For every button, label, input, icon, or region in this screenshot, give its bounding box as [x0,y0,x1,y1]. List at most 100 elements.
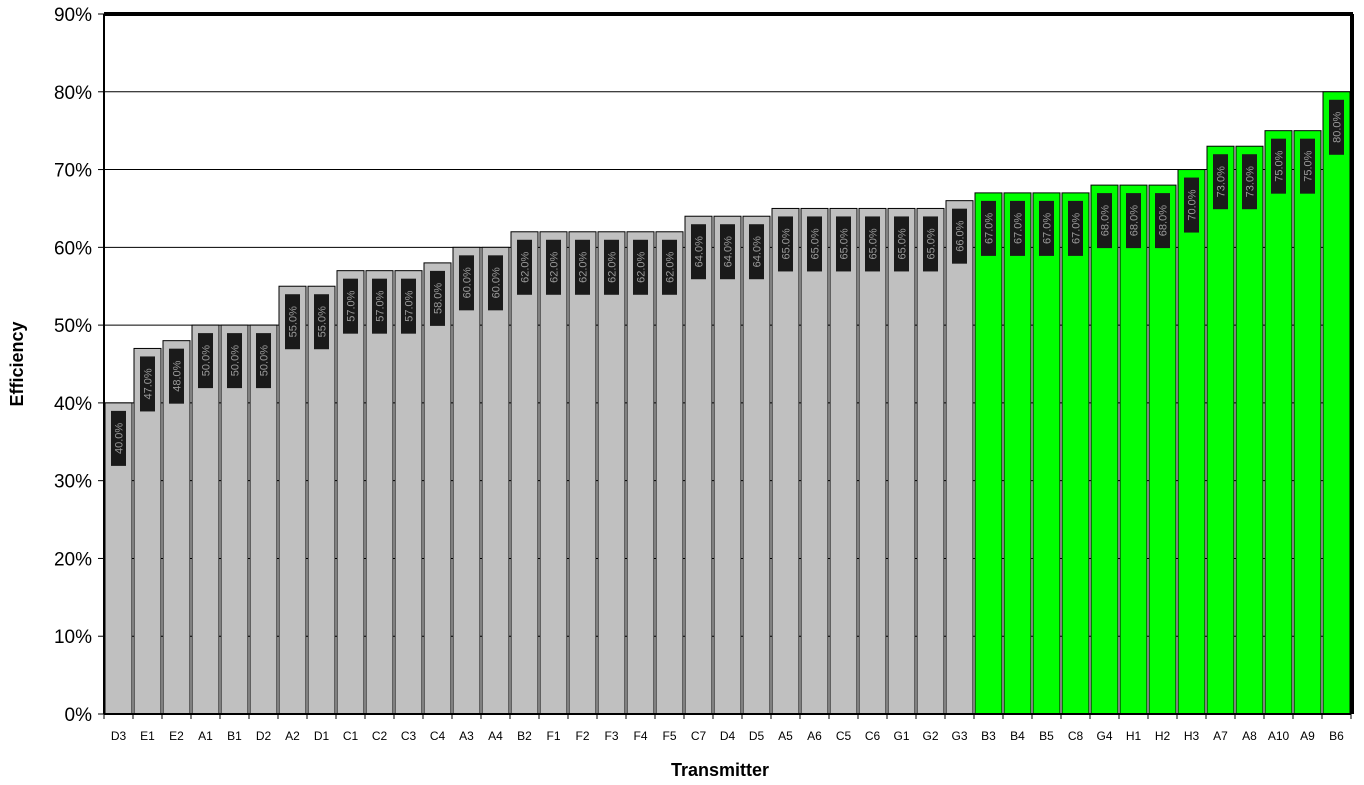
data-label-box [401,278,416,334]
x-tick-label: B2 [517,729,532,743]
data-label-box [1097,193,1112,249]
x-tick-label: A7 [1213,729,1228,743]
data-label: 62.0% [665,251,677,282]
data-label-box [1300,138,1315,194]
bar-C5 [829,207,858,715]
bar-B2 [510,231,539,715]
x-tick-label: A5 [778,729,793,743]
bar-A8 [1235,145,1264,715]
data-label: 50.0% [230,345,242,376]
data-label: 40.0% [114,423,126,454]
x-tick-label: H2 [1155,729,1171,743]
bar-C4 [423,262,452,715]
bar-H3 [1177,169,1206,715]
data-label: 50.0% [259,345,271,376]
x-tick-label: F5 [662,729,676,743]
x-tick-label: B1 [227,729,242,743]
data-label-box [343,278,358,334]
data-label-box [285,294,300,350]
x-tick-label: A6 [807,729,822,743]
bar-D4 [713,215,742,715]
data-label-box [169,348,184,404]
data-label-box [894,216,909,272]
x-tick-label: F3 [604,729,618,743]
data-label-box [604,239,619,295]
x-tick-label: C7 [691,729,707,743]
bar-C1 [336,270,365,715]
data-label: 65.0% [781,228,793,259]
y-tick-label: 30% [54,472,92,493]
data-label: 64.0% [694,236,706,267]
y-axis-ticks: 0% 10% 20% 30% 40% 50% 60% 70% 80% 90% [54,5,104,726]
x-tick-label: D1 [314,729,330,743]
x-tick-label: D5 [749,729,765,743]
data-label: 68.0% [1100,205,1112,236]
bar-B1 [220,324,249,715]
data-label-box [140,356,155,412]
data-label-box [778,216,793,272]
bars-group: 40.0% 47.0% 48.0% 50.0% 50.0% 50.0% 55.0% 55.0%… [104,91,1351,715]
bar-C7 [684,215,713,715]
x-tick-label: D3 [111,729,127,743]
y-tick-label: 0% [65,705,93,726]
x-tick-label: A8 [1242,729,1257,743]
bar-B4 [1003,192,1032,715]
x-tick-label: E1 [140,729,155,743]
bar-B6 [1322,91,1351,715]
y-tick-label: 90% [54,5,92,26]
bar-A2 [278,285,307,715]
data-label-box [227,333,242,389]
data-label: 65.0% [810,228,822,259]
data-label: 60.0% [462,267,474,298]
x-tick-label: G2 [922,729,938,743]
bar-F2 [568,231,597,715]
data-label-box [517,239,532,295]
x-tick-label: G1 [893,729,909,743]
data-label: 55.0% [317,306,329,337]
x-tick-label: C2 [372,729,388,743]
bar-G4 [1090,184,1119,715]
bar-B3 [974,192,1003,715]
data-label: 67.0% [1013,213,1025,244]
data-label-box [430,270,445,326]
y-tick-label: 80% [54,83,92,104]
data-label-box [198,333,213,389]
bar-A7 [1206,145,1235,715]
x-tick-label: C5 [836,729,852,743]
data-label: 67.0% [1071,213,1083,244]
data-label-box [575,239,590,295]
y-axis-title: Efficiency [7,321,27,406]
bar-D5 [742,215,771,715]
data-label: 62.0% [578,251,590,282]
x-tick-label: B6 [1329,729,1344,743]
data-label-box [1068,200,1083,256]
data-label-box [691,224,706,280]
x-tick-label: F4 [633,729,647,743]
data-label: 48.0% [172,360,184,391]
data-label-box [546,239,561,295]
data-label: 65.0% [839,228,851,259]
bar-A4 [481,246,510,715]
data-label-box [720,224,735,280]
data-label: 70.0% [1187,189,1199,220]
data-label: 64.0% [752,236,764,267]
bar-H2 [1148,184,1177,715]
data-label-box [488,255,503,311]
bar-F5 [655,231,684,715]
x-tick-label: D4 [720,729,736,743]
data-label: 67.0% [1042,213,1054,244]
y-tick-label: 20% [54,549,92,570]
bar-G1 [887,207,916,715]
bar-F3 [597,231,626,715]
x-tick-label: H3 [1184,729,1200,743]
x-axis-title: Transmitter [671,760,769,780]
data-label: 55.0% [288,306,300,337]
data-label: 75.0% [1274,150,1286,181]
data-label: 73.0% [1216,166,1228,197]
plot-frame [103,12,1354,715]
x-tick-label: C6 [865,729,881,743]
y-tick-label: 10% [54,627,92,648]
data-label-box [1242,154,1257,210]
data-label: 65.0% [926,228,938,259]
data-label-box [836,216,851,272]
